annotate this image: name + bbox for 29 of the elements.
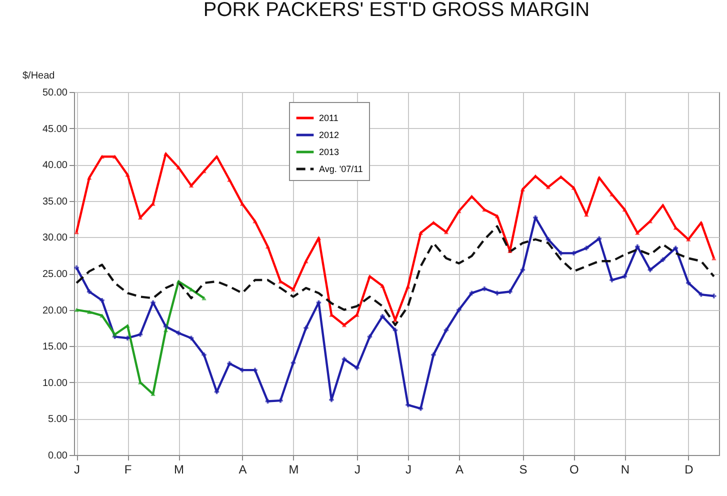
y-tick-label: 35.00 xyxy=(42,196,68,208)
x-tick-label: A xyxy=(455,462,464,476)
y-tick-label: 5.00 xyxy=(48,414,68,426)
x-tick-label: A xyxy=(238,462,247,476)
legend-label: 2013 xyxy=(319,147,340,157)
x-tick-label: D xyxy=(684,462,694,476)
x-tick-label: O xyxy=(570,462,579,476)
x-tick-label: F xyxy=(124,462,132,476)
x-tick-label: J xyxy=(74,462,80,476)
y-tick-label: 30.00 xyxy=(42,232,68,244)
legend-label: 2012 xyxy=(319,130,340,140)
y-tick-label: 15.00 xyxy=(42,342,68,353)
chart-title: PORK PACKERS' EST'D GROSS MARGIN xyxy=(203,0,590,21)
x-tick-label: N xyxy=(620,462,630,476)
y-tick-label: 50.00 xyxy=(42,88,68,98)
x-tick-label: M xyxy=(288,462,299,476)
y-tick-label: 0.00 xyxy=(48,450,68,462)
y-axis-title: $/Head xyxy=(22,70,55,82)
legend-label: 2011 xyxy=(319,113,338,123)
y-tick-label: 25.00 xyxy=(42,269,68,280)
y-tick-label: 45.00 xyxy=(42,124,68,135)
y-tick-label: 40.00 xyxy=(42,160,68,172)
y-tick-label: 20.00 xyxy=(42,305,68,316)
x-tick-label: J xyxy=(405,462,412,476)
x-tick-label: J xyxy=(354,462,360,476)
legend-label: Avg. '07/11 xyxy=(319,164,363,174)
x-tick-label: M xyxy=(174,462,184,476)
y-tick-label: 10.00 xyxy=(42,378,68,389)
x-tick-label: S xyxy=(519,462,528,476)
